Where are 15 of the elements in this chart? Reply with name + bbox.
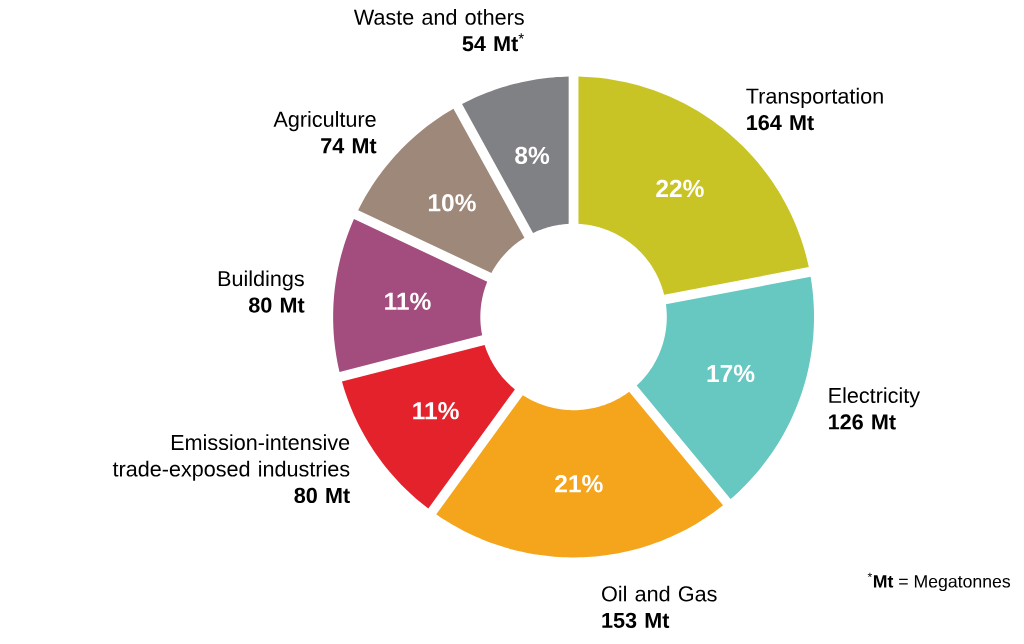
data-label: 21% bbox=[555, 475, 603, 493]
data-label: 22% bbox=[656, 179, 704, 198]
slice-label: Agriculture 74 Mt bbox=[273, 111, 377, 154]
data-label: 11% bbox=[385, 292, 431, 311]
slice-label: Oil and Gas 153 Mt bbox=[602, 585, 717, 629]
data-label: 17% bbox=[707, 364, 755, 383]
slice-label: Emission-intensive trade-exposed industries 80 Mt bbox=[112, 434, 350, 504]
slice-label: Transportation 164 Mt bbox=[746, 87, 883, 131]
slice-label: Waste and others 54 Mt$^{*}$ bbox=[353, 9, 524, 52]
text: $^{*}$Mt = Megatonnes bbox=[867, 572, 1011, 592]
slice-label: Electricity 126 Mt bbox=[829, 387, 920, 430]
data-label: 11% bbox=[413, 402, 459, 420]
data-label: 8% bbox=[515, 146, 550, 165]
slice-label: Buildings 80 Mt bbox=[218, 270, 305, 313]
data-label: 10% bbox=[428, 194, 476, 212]
